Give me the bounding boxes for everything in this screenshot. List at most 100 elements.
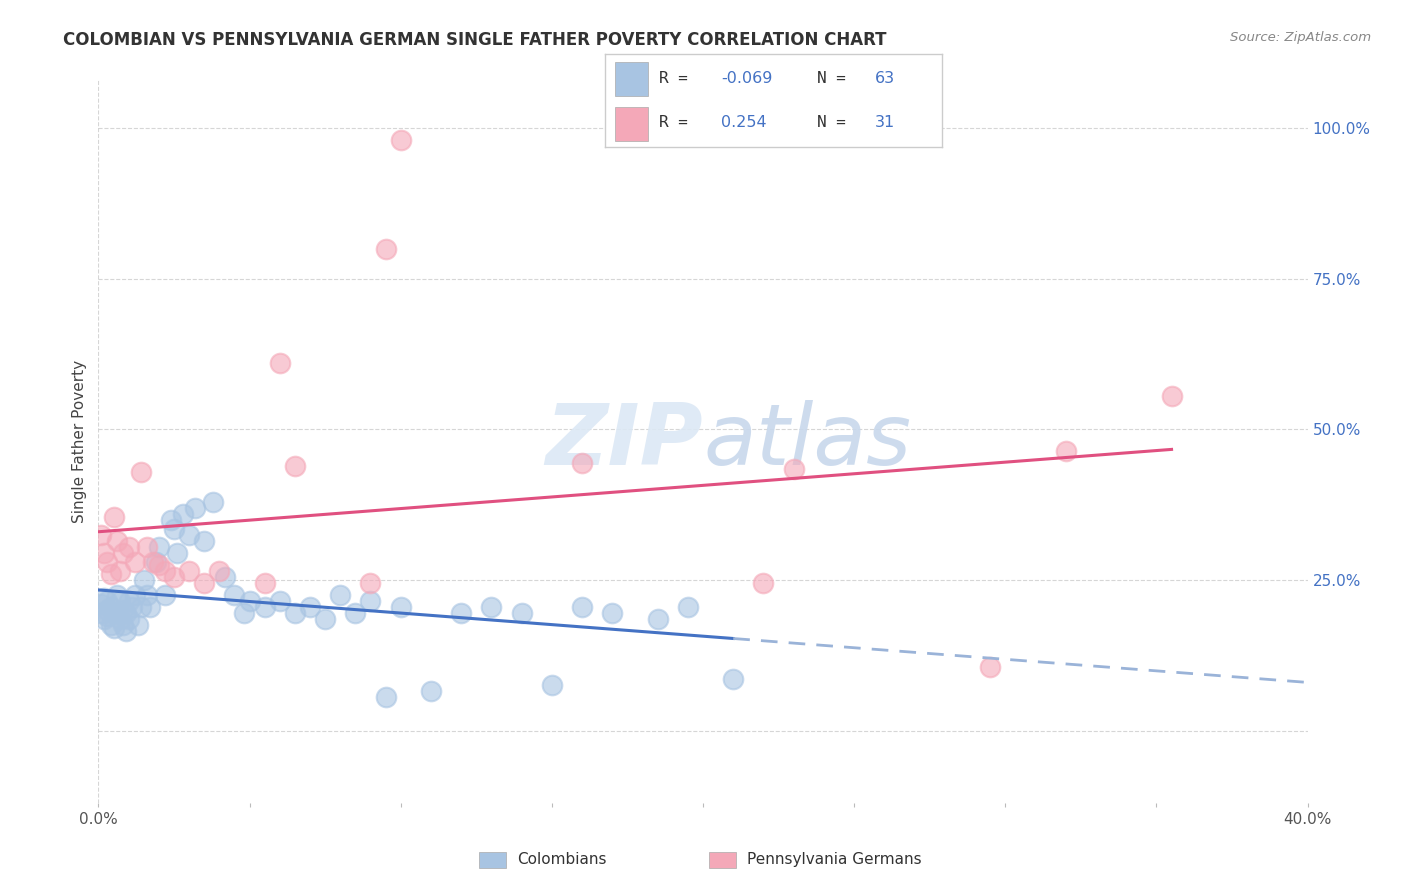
- Text: R =: R =: [658, 71, 697, 87]
- Point: [90, 528, 112, 542]
- Point: [184, 500, 207, 515]
- Point: [103, 621, 125, 635]
- Point: [148, 558, 170, 572]
- Point: [389, 600, 412, 615]
- Text: -0.069: -0.069: [721, 71, 772, 87]
- Point: [571, 456, 593, 470]
- Point: [114, 606, 136, 620]
- Point: [253, 576, 276, 591]
- Point: [374, 242, 396, 256]
- Text: N =: N =: [817, 71, 856, 87]
- Text: Colombians: Colombians: [517, 852, 606, 867]
- Point: [118, 594, 141, 608]
- Point: [103, 509, 125, 524]
- Point: [163, 570, 186, 584]
- Point: [179, 528, 201, 542]
- Point: [723, 673, 745, 687]
- Point: [329, 588, 352, 602]
- Point: [253, 600, 276, 615]
- Point: [676, 600, 699, 615]
- Point: [172, 507, 194, 521]
- Point: [139, 600, 162, 615]
- Point: [193, 533, 215, 548]
- Point: [481, 600, 503, 615]
- Point: [571, 600, 593, 615]
- Point: [163, 522, 186, 536]
- Point: [129, 600, 152, 615]
- Point: [1160, 389, 1182, 403]
- Point: [1054, 443, 1077, 458]
- Point: [284, 458, 307, 473]
- Point: [360, 594, 382, 608]
- Point: [132, 573, 155, 587]
- Point: [166, 546, 188, 560]
- Point: [135, 540, 157, 554]
- Point: [193, 576, 215, 591]
- FancyBboxPatch shape: [614, 107, 648, 141]
- Point: [208, 564, 231, 578]
- Point: [145, 555, 167, 569]
- Point: [111, 618, 134, 632]
- Text: R =: R =: [658, 115, 697, 130]
- Y-axis label: Single Father Poverty: Single Father Poverty: [72, 360, 87, 523]
- Point: [540, 678, 562, 692]
- Point: [647, 612, 669, 626]
- Point: [111, 603, 134, 617]
- Point: [118, 540, 141, 554]
- Point: [100, 618, 122, 632]
- Point: [602, 606, 624, 620]
- Text: COLOMBIAN VS PENNSYLVANIA GERMAN SINGLE FATHER POVERTY CORRELATION CHART: COLOMBIAN VS PENNSYLVANIA GERMAN SINGLE …: [63, 31, 887, 49]
- Text: atlas: atlas: [703, 400, 911, 483]
- Point: [96, 603, 118, 617]
- Point: [93, 612, 115, 626]
- Point: [105, 533, 128, 548]
- Point: [135, 588, 157, 602]
- Point: [96, 609, 118, 624]
- Point: [450, 606, 472, 620]
- Point: [420, 684, 443, 698]
- Text: Source: ZipAtlas.com: Source: ZipAtlas.com: [1230, 31, 1371, 45]
- Text: ZIP: ZIP: [546, 400, 703, 483]
- Point: [108, 612, 131, 626]
- FancyBboxPatch shape: [614, 62, 648, 95]
- Point: [100, 567, 122, 582]
- Point: [96, 555, 118, 569]
- Point: [214, 570, 236, 584]
- Point: [179, 564, 201, 578]
- Point: [160, 513, 183, 527]
- Point: [129, 465, 152, 479]
- Text: 31: 31: [875, 115, 894, 130]
- Point: [389, 133, 412, 147]
- Point: [344, 606, 367, 620]
- Point: [269, 594, 291, 608]
- Point: [105, 588, 128, 602]
- Point: [224, 588, 246, 602]
- Point: [153, 564, 176, 578]
- Text: 63: 63: [875, 71, 894, 87]
- Point: [752, 576, 775, 591]
- Point: [269, 356, 291, 370]
- Point: [96, 594, 118, 608]
- Point: [100, 600, 122, 615]
- FancyBboxPatch shape: [709, 852, 735, 868]
- Point: [284, 606, 307, 620]
- Text: 0.254: 0.254: [721, 115, 766, 130]
- Point: [510, 606, 533, 620]
- Point: [118, 612, 141, 626]
- Point: [121, 600, 143, 615]
- Point: [314, 612, 336, 626]
- Point: [142, 555, 165, 569]
- Point: [374, 690, 396, 705]
- Point: [103, 606, 125, 620]
- Point: [202, 494, 225, 508]
- Point: [360, 576, 382, 591]
- Text: Pennsylvania Germans: Pennsylvania Germans: [747, 852, 921, 867]
- Point: [108, 594, 131, 608]
- Point: [93, 546, 115, 560]
- Point: [124, 588, 146, 602]
- Point: [105, 606, 128, 620]
- Point: [783, 461, 806, 475]
- Point: [148, 540, 170, 554]
- Point: [108, 564, 131, 578]
- Point: [90, 606, 112, 620]
